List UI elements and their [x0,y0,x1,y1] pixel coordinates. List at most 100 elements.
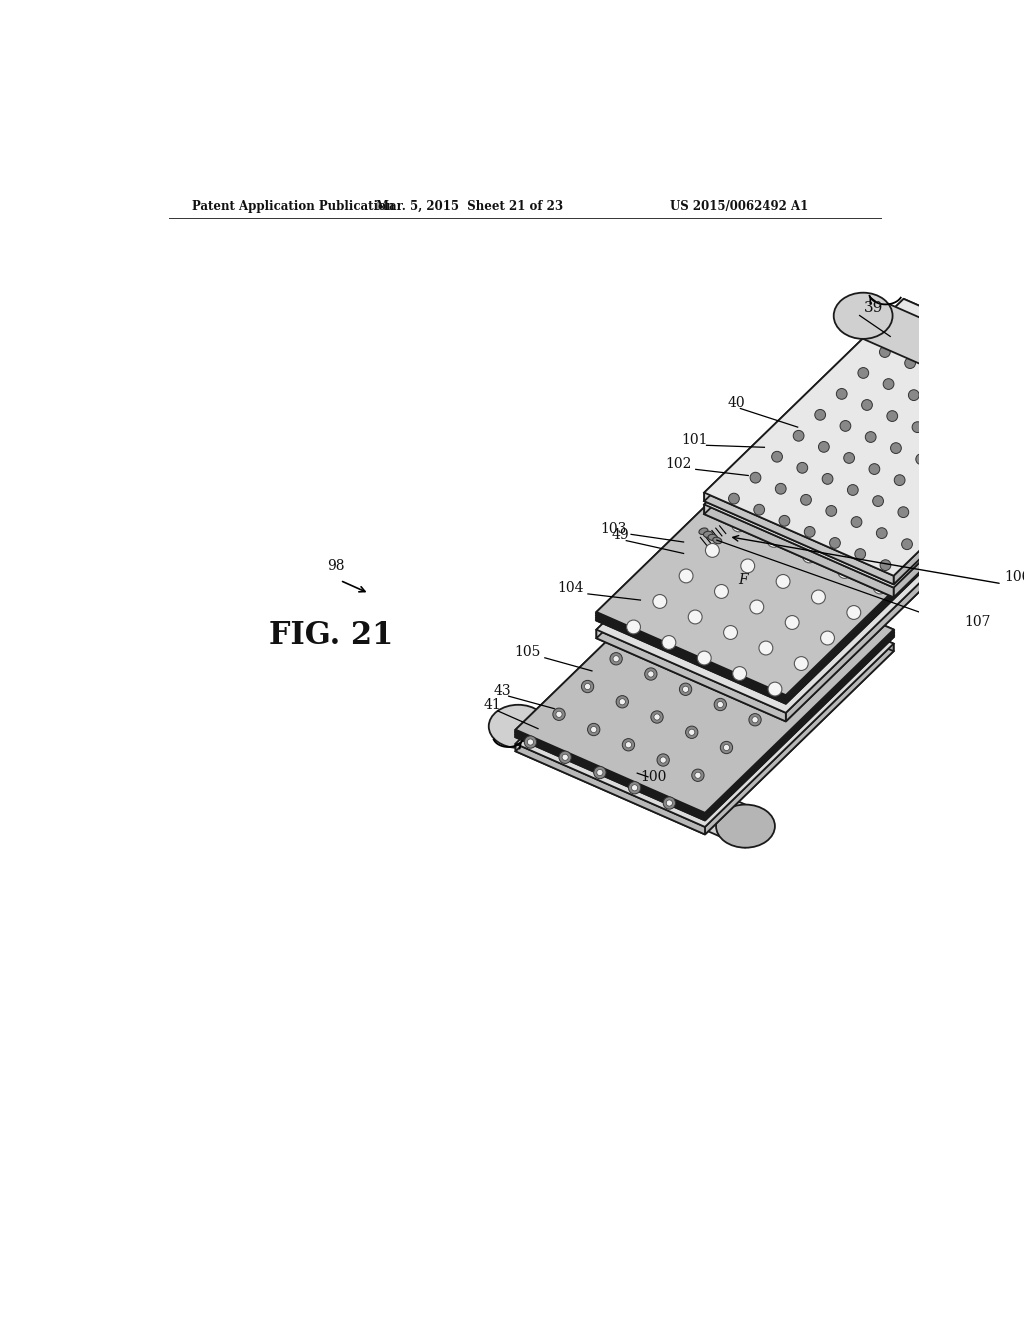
Circle shape [955,380,966,391]
Ellipse shape [708,535,717,540]
Polygon shape [596,615,785,700]
Circle shape [774,645,780,652]
Circle shape [679,684,692,696]
Polygon shape [596,407,1001,698]
Ellipse shape [716,805,775,847]
Circle shape [771,643,783,655]
Circle shape [963,444,974,454]
Polygon shape [596,619,785,704]
Circle shape [723,744,729,751]
Polygon shape [596,614,785,698]
Circle shape [724,626,737,639]
Circle shape [809,661,815,668]
Circle shape [695,772,701,779]
Circle shape [585,684,591,689]
Circle shape [930,368,941,380]
Circle shape [745,673,752,680]
Circle shape [588,723,600,735]
Polygon shape [596,630,785,722]
Circle shape [777,686,790,698]
Polygon shape [515,552,894,818]
Circle shape [920,486,930,496]
Circle shape [846,457,860,471]
Circle shape [750,601,764,614]
Circle shape [916,488,931,502]
Circle shape [924,517,934,528]
Text: 39: 39 [863,301,883,314]
Text: 105: 105 [514,645,541,659]
Circle shape [915,454,927,465]
Circle shape [728,494,739,504]
Circle shape [597,770,603,776]
Circle shape [784,467,798,480]
Text: 49: 49 [611,528,630,543]
Polygon shape [515,561,705,751]
Circle shape [837,388,847,399]
Circle shape [952,503,966,517]
Polygon shape [785,492,1001,704]
Polygon shape [705,553,894,638]
Polygon shape [515,549,894,816]
Circle shape [1002,370,1013,380]
Circle shape [855,549,865,560]
Circle shape [898,507,908,517]
Circle shape [648,671,654,677]
Ellipse shape [713,537,722,544]
Circle shape [776,574,791,589]
Circle shape [562,754,568,760]
Circle shape [613,656,620,661]
Circle shape [826,506,837,516]
Polygon shape [515,553,894,820]
Circle shape [951,348,963,359]
Text: 41: 41 [483,698,501,713]
Circle shape [811,441,824,455]
Polygon shape [705,298,1024,576]
Circle shape [759,642,773,655]
Circle shape [667,800,673,807]
Circle shape [1010,434,1020,445]
Circle shape [905,358,915,368]
Polygon shape [596,429,1001,722]
Circle shape [984,422,995,434]
Circle shape [686,726,698,738]
Circle shape [958,412,970,422]
Circle shape [803,549,816,562]
Polygon shape [515,546,705,731]
Text: US 2015/0062492 A1: US 2015/0062492 A1 [670,199,808,213]
Polygon shape [515,561,894,826]
Circle shape [654,714,660,721]
Polygon shape [596,612,785,697]
Circle shape [937,433,948,444]
Polygon shape [812,420,1001,512]
Polygon shape [705,492,894,585]
Circle shape [912,422,923,433]
Polygon shape [515,743,705,834]
Circle shape [851,516,862,528]
Polygon shape [705,321,1024,597]
Circle shape [819,482,834,496]
Polygon shape [596,408,1001,700]
Circle shape [715,585,728,598]
Polygon shape [812,403,1001,487]
Circle shape [736,627,749,640]
Polygon shape [705,631,894,816]
Polygon shape [515,568,894,834]
Circle shape [780,689,786,696]
Polygon shape [515,552,705,735]
Circle shape [1006,403,1017,413]
Circle shape [629,781,641,793]
Circle shape [855,498,868,512]
Circle shape [582,680,594,693]
Polygon shape [785,487,1001,698]
Polygon shape [863,293,1024,438]
Circle shape [988,455,998,466]
Circle shape [794,430,804,441]
Circle shape [801,495,811,506]
Polygon shape [596,409,1001,702]
Ellipse shape [699,528,708,535]
Circle shape [838,565,852,578]
Circle shape [869,463,880,474]
Text: Patent Application Publication: Patent Application Publication [193,199,394,213]
Circle shape [872,496,884,507]
Circle shape [660,756,667,763]
